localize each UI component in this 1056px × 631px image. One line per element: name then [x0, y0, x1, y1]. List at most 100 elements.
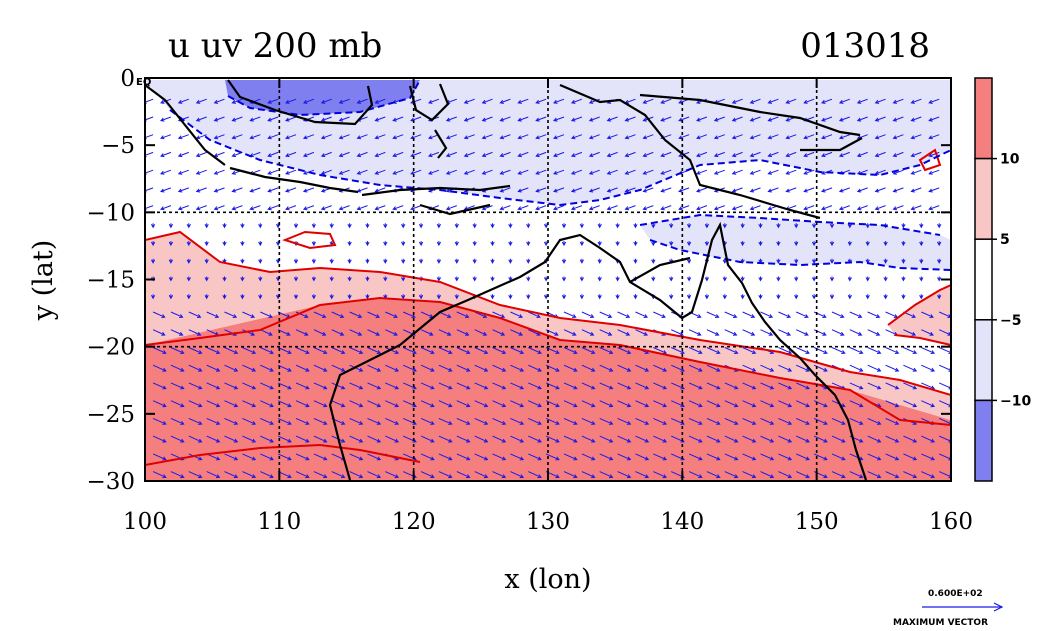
wind-vector — [481, 134, 493, 140]
wind-vector — [742, 417, 757, 425]
wind-vector — [438, 471, 453, 479]
wind-vector — [706, 400, 721, 408]
wind-vector — [302, 187, 315, 193]
wind-vector — [472, 241, 477, 247]
wind-vector — [731, 134, 743, 140]
wind-vector — [794, 223, 799, 229]
wind-vector — [688, 382, 703, 390]
wind-vector — [561, 294, 567, 300]
wind-vector — [367, 382, 382, 390]
wind-vector — [696, 187, 708, 193]
wind-vector — [570, 169, 583, 175]
wind-vector — [892, 187, 904, 193]
wind-vector — [258, 294, 263, 300]
wind-vector — [267, 187, 279, 193]
wind-vector — [383, 223, 388, 229]
wind-vector — [188, 417, 203, 425]
wind-vector — [776, 294, 781, 300]
wind-vector — [794, 241, 799, 247]
wind-vector — [508, 294, 513, 300]
wind-vector — [849, 417, 864, 425]
wind-vector — [508, 241, 513, 247]
y-tick-label: −10 — [86, 200, 135, 226]
wind-vector — [785, 134, 797, 140]
wind-vector — [188, 435, 203, 443]
wind-vector — [545, 435, 560, 443]
wind-vector — [410, 205, 422, 211]
wind-vector — [195, 151, 207, 158]
wind-vector — [313, 453, 328, 461]
wind-vector — [803, 169, 815, 175]
wind-vector — [168, 241, 174, 247]
wind-vector — [295, 435, 310, 443]
wind-vector — [349, 400, 364, 408]
wind-vector — [242, 364, 257, 372]
wind-vector — [436, 241, 442, 247]
wind-vector — [474, 453, 489, 461]
wind-vector — [867, 364, 882, 372]
wind-vector — [240, 223, 245, 229]
wind-vector — [456, 364, 471, 372]
wind-vector — [874, 205, 886, 211]
wind-vector — [277, 435, 292, 443]
wind-vector — [713, 116, 725, 122]
wind-vector — [760, 453, 775, 461]
wind-vector — [420, 453, 435, 461]
wind-vector — [392, 151, 404, 158]
wind-vector — [811, 241, 817, 247]
wind-vector — [865, 276, 870, 282]
wind-vector — [635, 329, 649, 336]
wind-vector — [767, 151, 779, 158]
wind-vector — [456, 471, 471, 479]
wind-vector — [831, 347, 846, 354]
wind-vector — [597, 258, 602, 264]
wind-vector — [892, 116, 904, 122]
wind-vector — [785, 187, 797, 193]
wind-vector — [526, 241, 531, 247]
wind-vector — [919, 294, 924, 300]
wind-vector — [463, 169, 475, 175]
wind-vector — [713, 151, 725, 158]
wind-vector — [867, 471, 882, 479]
wind-vector — [856, 116, 868, 122]
wind-vector — [258, 258, 263, 264]
wind-vector — [615, 223, 620, 229]
wind-vector — [510, 311, 524, 318]
wind-vector — [517, 98, 529, 104]
wind-vector — [874, 116, 886, 122]
wind-vector — [160, 134, 172, 140]
wind-vector — [795, 347, 810, 354]
wind-vector — [597, 223, 602, 229]
wind-vector — [260, 400, 274, 408]
wind-vector — [302, 151, 315, 158]
wind-vector — [242, 417, 257, 425]
wind-vector — [795, 435, 810, 443]
wind-vector — [365, 276, 370, 282]
colorbar-label: −5 — [1000, 313, 1021, 329]
wind-vector — [778, 453, 793, 461]
wind-vector — [831, 311, 845, 318]
wind-vector — [510, 453, 525, 461]
wind-vector — [293, 258, 299, 264]
wind-vector — [901, 276, 906, 282]
wind-vector — [856, 151, 868, 158]
wind-vector — [749, 98, 761, 104]
wind-vector — [436, 294, 442, 300]
colorbar-segment — [974, 157, 993, 240]
wind-vector — [490, 223, 495, 229]
wind-vector — [617, 435, 632, 443]
wind-vector — [921, 453, 936, 461]
wind-vector — [168, 223, 174, 229]
wind-vector — [885, 435, 900, 443]
wind-vector — [563, 400, 578, 408]
contour-5-east — [887, 284, 951, 346]
wind-vector — [499, 98, 511, 104]
wind-vector — [320, 205, 332, 211]
wind-vector — [474, 329, 488, 336]
wind-vector — [731, 205, 743, 211]
wind-vector — [224, 347, 239, 354]
wind-vector — [740, 223, 745, 229]
wind-vector — [588, 187, 600, 193]
wind-vector — [204, 241, 209, 247]
wind-vector — [510, 471, 525, 479]
